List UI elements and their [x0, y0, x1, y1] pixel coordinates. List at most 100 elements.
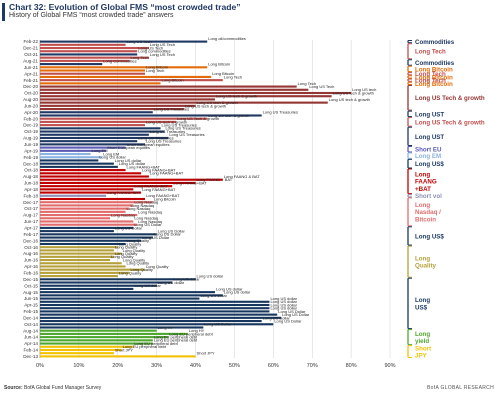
bar-label: Long US Treasuries — [154, 106, 189, 111]
bar — [40, 249, 114, 252]
bar-label: Long oil/commodities — [208, 36, 246, 41]
bar-label: Long US dollar — [270, 299, 297, 304]
bar — [40, 297, 200, 300]
y-tick-label: Feb-21 — [23, 78, 38, 83]
bar — [40, 181, 196, 184]
y-tick-label: Oct-14 — [24, 322, 38, 327]
bar — [40, 108, 184, 111]
bar-label: Long US Tech — [309, 84, 334, 89]
x-tick-label: 80% — [346, 363, 357, 369]
y-tick-label: Feb-17 — [23, 232, 38, 237]
bar-label: Long Quality — [115, 245, 137, 250]
bar — [40, 313, 278, 316]
bar-label: Long Nasdaq — [134, 200, 158, 205]
bar-label: Long US Dollar — [282, 312, 310, 317]
bar-label: Long US dollar — [173, 277, 200, 282]
bar-label: Long Quality — [123, 248, 145, 253]
bar-label: Long US dollar — [115, 158, 142, 163]
y-tick-label: Jun-16 — [24, 258, 38, 263]
bar-label: Long US tech & growth — [197, 100, 238, 105]
bar — [40, 175, 149, 178]
bar — [40, 43, 126, 46]
bar-label: Long EU peripheral debt — [134, 341, 178, 346]
bar — [40, 252, 122, 255]
legend-label: Long UST — [415, 134, 444, 141]
legend-label: Short JPY — [415, 345, 431, 359]
legend-label: Short vol — [415, 193, 442, 200]
bar — [40, 294, 223, 297]
bar — [40, 336, 169, 339]
bar-label: Long US Tech — [150, 42, 175, 47]
bar-label: Long FAANG + BAT — [197, 177, 233, 182]
bar — [40, 197, 145, 201]
bar — [40, 239, 142, 242]
bar-label: Long US Treasuries — [169, 132, 204, 137]
bar-label: Long US Treasuries — [138, 135, 173, 140]
bar-label: Short European equities — [127, 142, 170, 147]
bar-label: Long FAANG & BAT — [224, 174, 260, 179]
legend-label: Long EM — [415, 153, 441, 160]
bar-label: Long Bitcoin — [154, 196, 176, 201]
bar — [40, 201, 153, 204]
bar-label: Long Quality — [127, 238, 149, 243]
bar-label: Long Tech — [224, 74, 242, 79]
y-tick-label: Dec-21 — [23, 46, 38, 51]
bar — [40, 271, 130, 274]
bar-label: Long US Dollar — [278, 309, 306, 314]
y-tick-label: Apr-16 — [24, 264, 38, 269]
y-tick-label: Oct-15 — [24, 283, 38, 288]
bar-label: Long FAANG+BAT — [142, 187, 176, 192]
legend-label: Long FAANG +BAT — [415, 172, 437, 193]
bar — [40, 258, 110, 262]
y-tick-label: Jun-18 — [24, 181, 38, 186]
bar-label: Long Quality — [119, 270, 141, 275]
bar — [40, 310, 270, 313]
bar — [40, 98, 215, 101]
y-tick-label: Jun-17 — [24, 219, 38, 224]
bar-label: Long US Dollar — [115, 225, 143, 230]
bar — [40, 291, 215, 294]
x-tick-label: 60% — [268, 363, 279, 369]
bar — [40, 287, 134, 290]
bar — [40, 63, 103, 66]
bar-label: Long US dollar — [270, 296, 297, 301]
y-tick-label: Feb-20 — [23, 116, 38, 121]
bar-label: Long EU peripheral debt — [154, 338, 198, 343]
y-tick-label: Feb-18 — [23, 193, 38, 198]
legend-label: Long Bitcoin — [415, 81, 453, 88]
bar — [40, 149, 107, 152]
bar-label: Long Nasdaq — [138, 209, 162, 214]
bar — [40, 59, 130, 62]
bar — [40, 284, 157, 287]
y-tick-label: Jun-15 — [24, 296, 38, 301]
y-tick-label: Apr-20 — [24, 110, 38, 115]
bar — [40, 156, 103, 159]
bar — [40, 230, 114, 233]
x-tick-label: 90% — [384, 363, 395, 369]
legend-label: Long US Tech & growth — [415, 119, 485, 126]
legend-label: Commodities — [415, 60, 455, 67]
bar-label: Long EU peripheral debt — [154, 335, 198, 340]
y-tick-label: Feb-19 — [23, 155, 38, 160]
bar — [40, 316, 282, 319]
bar-label: Long FAANG+BAT — [146, 193, 180, 198]
bar — [40, 124, 145, 127]
bar — [40, 194, 107, 197]
y-tick-label: Apr-15 — [24, 303, 38, 308]
y-tick-label: Apr-21 — [24, 71, 38, 76]
bar-label: Long Bitcoin — [162, 78, 184, 83]
bar — [40, 69, 145, 72]
bar-label: Short JPY — [115, 347, 133, 352]
legend-label: Short EU — [415, 147, 442, 154]
bar — [40, 85, 297, 88]
bar — [40, 136, 169, 140]
title-accent-bar — [2, 3, 5, 21]
bar — [40, 178, 223, 181]
bar-label: Long Nasdaq — [127, 206, 151, 211]
bar-label: Long US Treasuries — [263, 110, 298, 115]
y-tick-label: Dec-20 — [23, 84, 38, 89]
bar-label: Long US dollar — [224, 290, 251, 295]
legend-label: Long Quality — [415, 255, 437, 269]
bar — [40, 214, 138, 217]
bar — [40, 50, 138, 53]
